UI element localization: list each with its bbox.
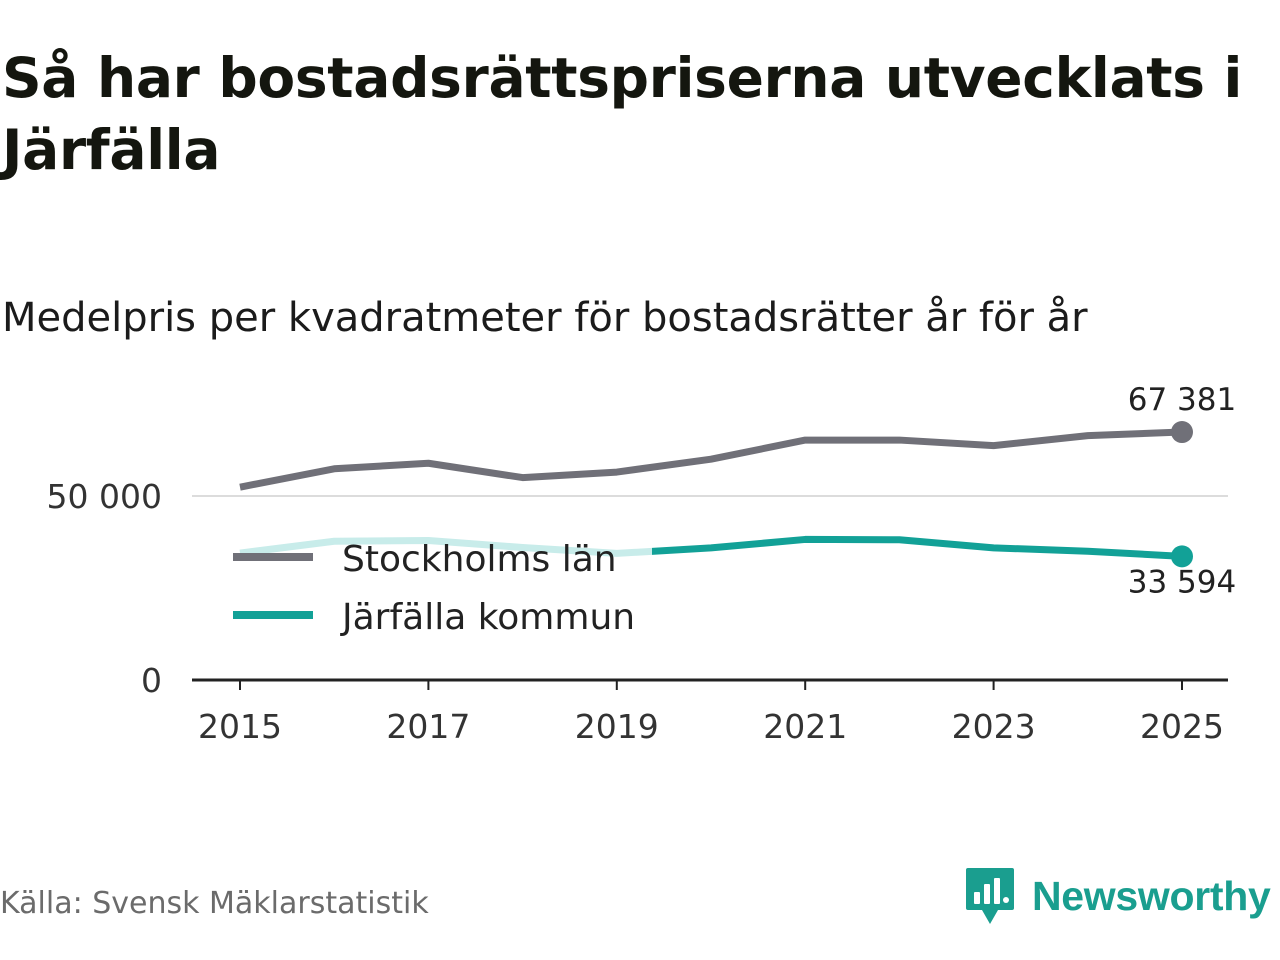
chart-title: Så har bostadsrättspriserna utvecklats i… <box>2 46 1243 182</box>
x-tick-label: 2019 <box>575 707 659 746</box>
series-line-stockholms-l-n <box>239 428 1183 491</box>
brand-name: Newsworthy <box>1032 872 1271 919</box>
legend-label: Järfälla kommun <box>340 597 635 638</box>
series-line-j-rf-lla-kommun <box>652 535 1183 560</box>
series-line-faded-j-rf-lla-kommun <box>239 537 652 557</box>
end-value-label-j-rf-lla-kommun: 33 594 <box>1128 564 1236 600</box>
chart-subtitle: Medelpris per kvadratmeter för bostadsrä… <box>2 295 1088 341</box>
newsworthy-logo-icon <box>966 868 1014 924</box>
end-value-label-stockholms-l-n: 67 381 <box>1128 382 1236 418</box>
source-note: Källa: Svensk Mäklarstatistik <box>0 886 429 921</box>
x-tick-label: 2023 <box>952 707 1036 746</box>
series-endpoint-j-rf-lla-kommun <box>1171 545 1193 568</box>
y-tick-label: 50 000 <box>47 477 162 516</box>
brand-logo[interactable]: Newsworthy <box>964 866 1271 926</box>
y-tick-label: 0 <box>141 661 162 700</box>
x-tick-label: 2025 <box>1140 707 1224 746</box>
x-tick-label: 2015 <box>198 707 282 746</box>
legend-label: Stockholms län <box>342 539 617 580</box>
series-endpoint-stockholms-l-n <box>1171 421 1193 444</box>
line-chart: 0 50 000 2015 2017 2019 2021 2023 2025 Stockhol… <box>47 382 1237 746</box>
x-tick-label: 2021 <box>763 707 847 746</box>
x-tick-label: 2017 <box>386 707 470 746</box>
